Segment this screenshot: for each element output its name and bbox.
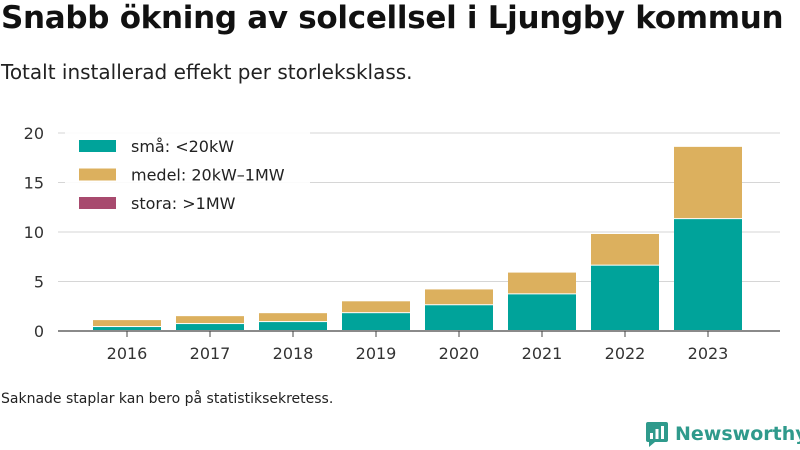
bar-segment	[93, 327, 161, 330]
footnote: Saknade staplar kan bero på statistiksek…	[1, 391, 334, 407]
x-tick-label: 2017	[190, 344, 231, 363]
y-tick-label: 20	[24, 124, 44, 143]
bar-segment	[591, 265, 659, 330]
legend-swatch	[79, 140, 116, 152]
bar-segment	[425, 289, 493, 305]
brand-name: Newsworthy	[675, 423, 800, 445]
y-tick-label: 10	[24, 223, 44, 242]
bar-segment	[259, 322, 327, 330]
x-tick-label: 2023	[688, 344, 729, 363]
legend-label: medel: 20kW–1MW	[131, 166, 285, 185]
legend-swatch	[79, 168, 116, 181]
bars	[93, 146, 742, 330]
chart-subtitle: Totalt installerad effekt per storlekskl…	[1, 60, 413, 84]
legend: små: <20kW medel: 20kW–1MW stora: >1MW	[65, 130, 310, 220]
x-tick-label: 2019	[356, 344, 397, 363]
y-tick-label: 15	[24, 174, 44, 193]
bar-segment	[425, 305, 493, 330]
x-tick-label: 2021	[522, 344, 563, 363]
legend-label: små: <20kW	[131, 137, 234, 156]
bar-segment	[93, 320, 161, 327]
stacked-bar-chart: 0 5 10 15 20 2016 2017 2018 2019 2020 2021 2022 202…	[24, 124, 780, 363]
x-tick-label: 2022	[605, 344, 646, 363]
bar-segment	[342, 313, 410, 330]
bar-segment	[674, 219, 742, 330]
brand-logo: Newsworthy	[645, 420, 800, 448]
y-tick-label: 5	[34, 273, 44, 292]
y-tick-label: 0	[34, 322, 44, 341]
x-axis: 2016 2017 2018 2019 2020 2021 2022 2023	[107, 331, 729, 363]
bar-segment	[674, 146, 742, 219]
bar-segment	[176, 316, 244, 324]
bar-segment	[508, 294, 576, 330]
newsworthy-icon	[646, 422, 668, 447]
x-tick-label: 2020	[439, 344, 480, 363]
bar-segment	[176, 324, 244, 330]
y-axis: 0 5 10 15 20	[24, 124, 44, 341]
bar-segment	[259, 313, 327, 322]
x-tick-label: 2018	[273, 344, 314, 363]
chart-title: Snabb ökning av solcellsel i Ljungby kom…	[1, 0, 784, 36]
legend-label: stora: >1MW	[131, 194, 236, 213]
bar-segment	[342, 301, 410, 313]
x-tick-label: 2016	[107, 344, 148, 363]
legend-swatch	[79, 197, 116, 209]
bar-segment	[508, 272, 576, 294]
bar-segment	[591, 233, 659, 265]
